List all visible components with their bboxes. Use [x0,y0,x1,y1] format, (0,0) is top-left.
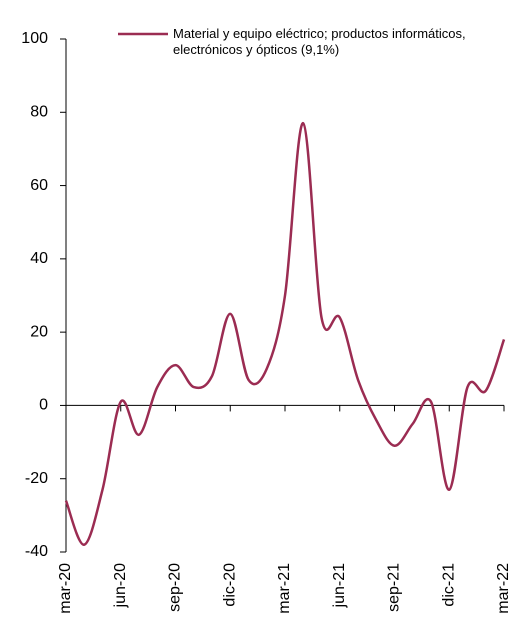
y-tick-label: 60 [30,177,48,194]
y-tick-label: 100 [21,30,48,47]
x-tick-label: sep-21 [386,563,403,612]
x-tick-label: dic-21 [440,563,457,607]
x-tick-label: mar-20 [57,563,74,614]
y-tick-label: -20 [25,470,48,487]
y-tick-label: 80 [30,104,48,121]
x-tick-label: sep-20 [167,563,184,612]
y-tick-label: -40 [25,543,48,560]
y-tick-label: 0 [39,397,48,414]
y-tick-label: 40 [30,250,48,267]
x-tick-label: mar-22 [495,563,512,614]
x-tick-label: mar-21 [276,563,293,614]
legend-label: Material y equipo eléctrico; productos i… [173,26,466,57]
x-tick-label: jun-20 [112,563,129,609]
y-tick-label: 20 [30,323,48,340]
line-series [64,122,506,546]
x-tick-label: jun-21 [331,563,348,609]
x-tick-label: dic-20 [221,563,238,607]
